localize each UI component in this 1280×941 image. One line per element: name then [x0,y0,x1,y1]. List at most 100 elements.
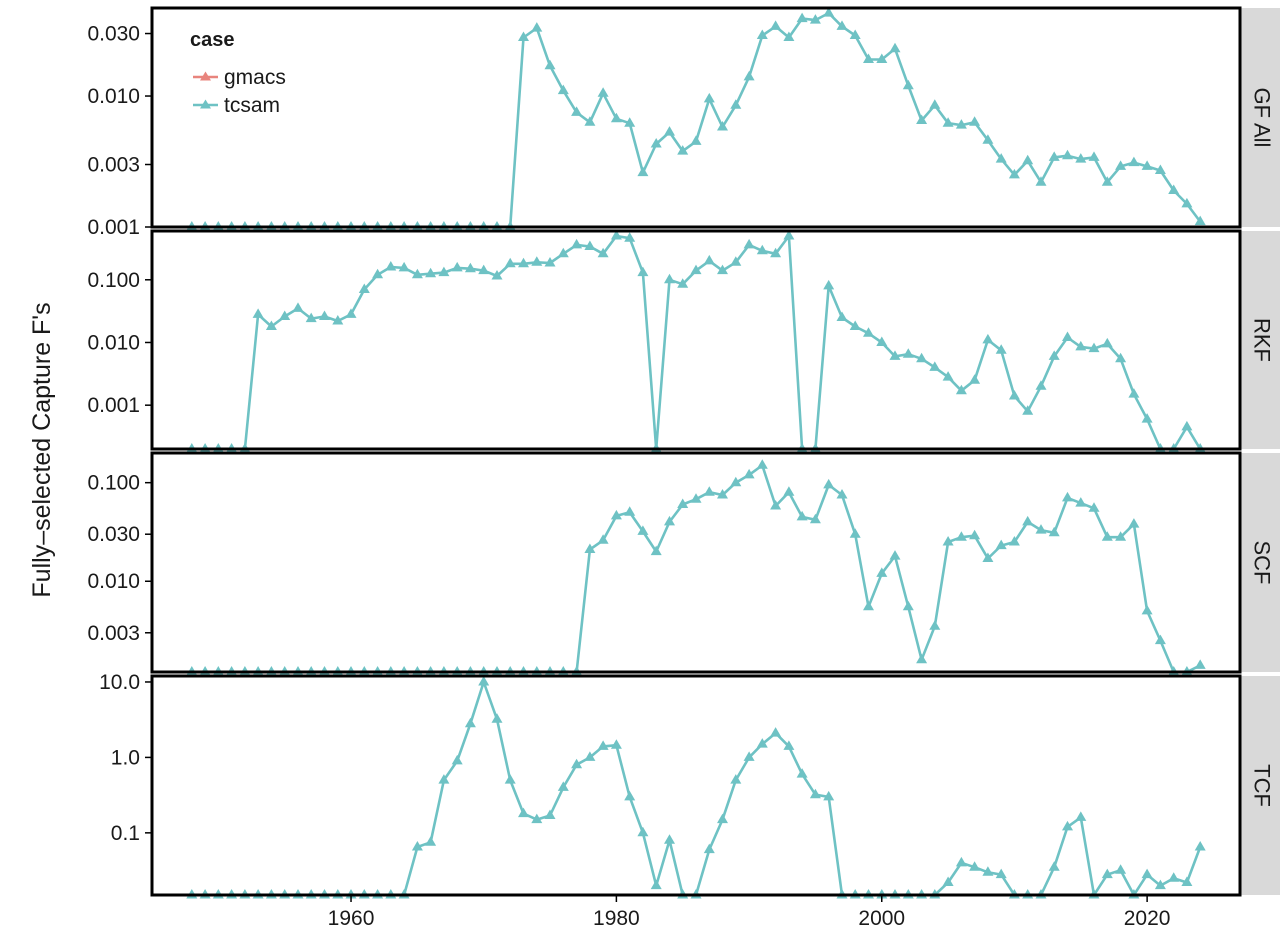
data-point [1141,160,1153,170]
data-point [1008,168,1020,179]
data-point [955,856,967,867]
data-point [809,788,821,799]
data-point [995,539,1007,550]
data-point [955,531,967,541]
data-point [690,493,702,503]
data-point [624,790,636,801]
data-point [1035,176,1047,186]
data-point [902,600,914,611]
data-point [664,515,675,526]
panel-border [150,6,1242,229]
data-point [1062,331,1073,341]
data-point [717,121,728,131]
data-point [929,99,941,109]
facet-strip [1240,8,1280,227]
data-point [730,99,742,109]
data-point [531,256,543,266]
data-point [969,374,981,384]
data-point [783,486,795,496]
data-point [942,536,954,546]
data-point [610,230,622,240]
data-point [597,247,609,258]
data-point [889,350,901,360]
data-point [1181,420,1193,431]
data-point [478,676,490,686]
data-point [876,53,888,63]
data-point [796,510,808,521]
data-point [836,20,848,30]
data-point [332,315,344,325]
data-point [770,500,782,510]
data-point [265,320,277,330]
data-point [345,308,357,318]
data-point [1194,215,1206,226]
data-point [1181,197,1193,208]
data-point [1128,388,1140,398]
panels-layer: GF All 0.001 0.003 0.010 0.030 RKF 0.001 0.010 0… [87,6,1280,899]
panel-tcf: TCF 0.1 1.0 10.0 [99,671,1280,899]
data-point [1075,811,1087,821]
data-point [544,257,556,267]
panel-background [152,8,1240,227]
data-point [796,768,808,778]
data-point [358,283,370,293]
panel-border [150,229,1242,451]
data-point [889,42,901,53]
data-point [677,145,689,155]
data-point [703,486,715,496]
data-point [1115,160,1127,170]
data-point [876,567,888,577]
data-point [717,489,728,499]
data-point [902,348,914,358]
data-point [1022,405,1034,415]
data-point [717,813,728,824]
data-point [664,126,675,136]
data-point [518,31,529,41]
data-point [783,230,795,240]
data-point [677,498,689,508]
data-point [664,834,675,844]
data-point [1062,491,1073,502]
data-point [464,262,476,273]
data-point [411,268,423,279]
data-point [823,7,835,17]
x-tick-label: 1980 [593,907,640,930]
facet-strip [1240,453,1280,672]
legend-entry-tcsam: tcsam [193,94,280,117]
y-tick-label: 0.030 [87,523,140,546]
data-point [1008,390,1020,400]
data-point [1128,518,1140,528]
legend-label-tcsam: tcsam [224,94,280,117]
data-point [809,14,821,24]
data-point [531,22,543,32]
data-point [836,311,848,321]
data-point [703,843,715,854]
data-point [1008,536,1020,546]
data-point [571,758,583,769]
data-point [783,740,795,750]
data-point [995,153,1007,163]
data-point [1062,149,1073,160]
data-point [916,653,928,664]
x-axis: 1960 1980 2000 2020 [328,895,1170,930]
data-point [1128,156,1140,167]
data-point [955,119,967,129]
facet-label-rkf: RKF [1250,318,1275,362]
y-tick-label: 0.001 [87,216,140,239]
data-point [929,620,941,630]
data-point [916,352,928,363]
data-point [650,545,662,556]
data-point [849,320,861,330]
data-point [1101,531,1113,541]
data-point [730,256,742,266]
data-point [863,53,874,63]
data-point [1048,526,1060,537]
y-axis-title: Fully–selected Capture F's [28,302,56,597]
data-point [425,267,437,278]
data-point [1115,352,1127,363]
data-point [703,92,715,103]
data-point [770,727,782,737]
data-point [1088,151,1100,161]
data-point [995,344,1007,354]
y-tick-label: 0.003 [87,154,140,177]
